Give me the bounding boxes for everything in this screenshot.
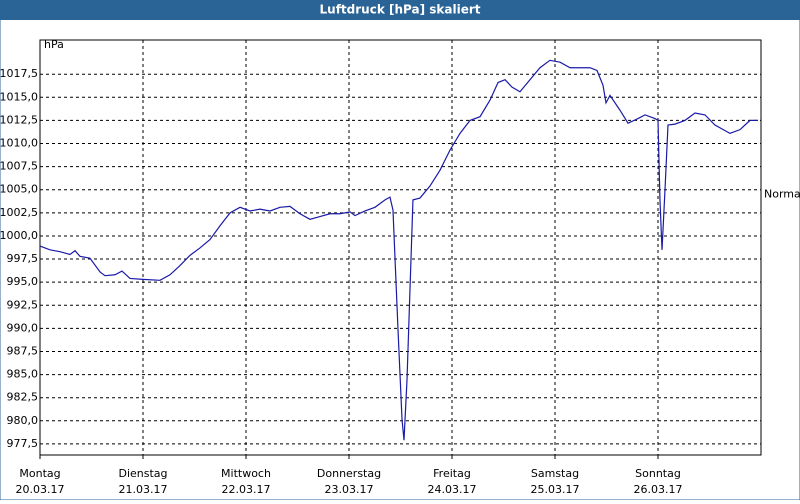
y-tick-label: 1012,5 bbox=[0, 113, 38, 126]
x-tick-date: 23.03.17 bbox=[325, 483, 374, 496]
title-bar bbox=[0, 0, 800, 20]
x-tick-date: 21.03.17 bbox=[119, 483, 168, 496]
x-tick-weekday: Sonntag bbox=[635, 467, 681, 480]
y-unit: hPa bbox=[44, 38, 64, 51]
x-tick-date: 20.03.17 bbox=[16, 483, 65, 496]
y-tick-label: 982,5 bbox=[7, 391, 39, 404]
annotation: Normal bbox=[764, 187, 800, 200]
y-tick-label: 1002,5 bbox=[0, 206, 38, 219]
y-tick-label: 980,0 bbox=[7, 414, 39, 427]
x-tick-date: 25.03.17 bbox=[531, 483, 580, 496]
y-tick-label: 1017,5 bbox=[0, 67, 38, 80]
y-tick-label: 977,5 bbox=[7, 437, 39, 450]
y-tick-label: 1015,0 bbox=[0, 90, 38, 103]
data-line bbox=[39, 59, 759, 441]
x-tick-weekday: Mittwoch bbox=[221, 467, 271, 480]
chart-title: Luftdruck [hPa] skaliert bbox=[320, 3, 481, 17]
y-tick-label: 997,5 bbox=[7, 252, 39, 265]
y-tick-label: 1005,0 bbox=[0, 183, 38, 196]
y-tick-label: 990,0 bbox=[7, 321, 39, 334]
y-tick-label: 995,0 bbox=[7, 275, 39, 288]
y-tick-label: 1000,0 bbox=[0, 229, 38, 242]
x-tick-date: 24.03.17 bbox=[428, 483, 477, 496]
x-tick-weekday: Montag bbox=[19, 467, 60, 480]
x-tick-date: 26.03.17 bbox=[634, 483, 683, 496]
y-tick-label: 1007,5 bbox=[0, 160, 38, 173]
y-tick-label: 987,5 bbox=[7, 344, 39, 357]
x-tick-date: 22.03.17 bbox=[222, 483, 271, 496]
y-tick-label: 985,0 bbox=[7, 368, 39, 381]
y-tick-label: 992,5 bbox=[7, 298, 39, 311]
x-tick-weekday: Donnerstag bbox=[317, 467, 381, 480]
y-tick-label: 1010,0 bbox=[0, 137, 38, 150]
plot-frame bbox=[39, 39, 762, 456]
x-tick-weekday: Samstag bbox=[531, 467, 579, 480]
x-tick-weekday: Freitag bbox=[433, 467, 471, 480]
x-tick-weekday: Dienstag bbox=[118, 467, 167, 480]
